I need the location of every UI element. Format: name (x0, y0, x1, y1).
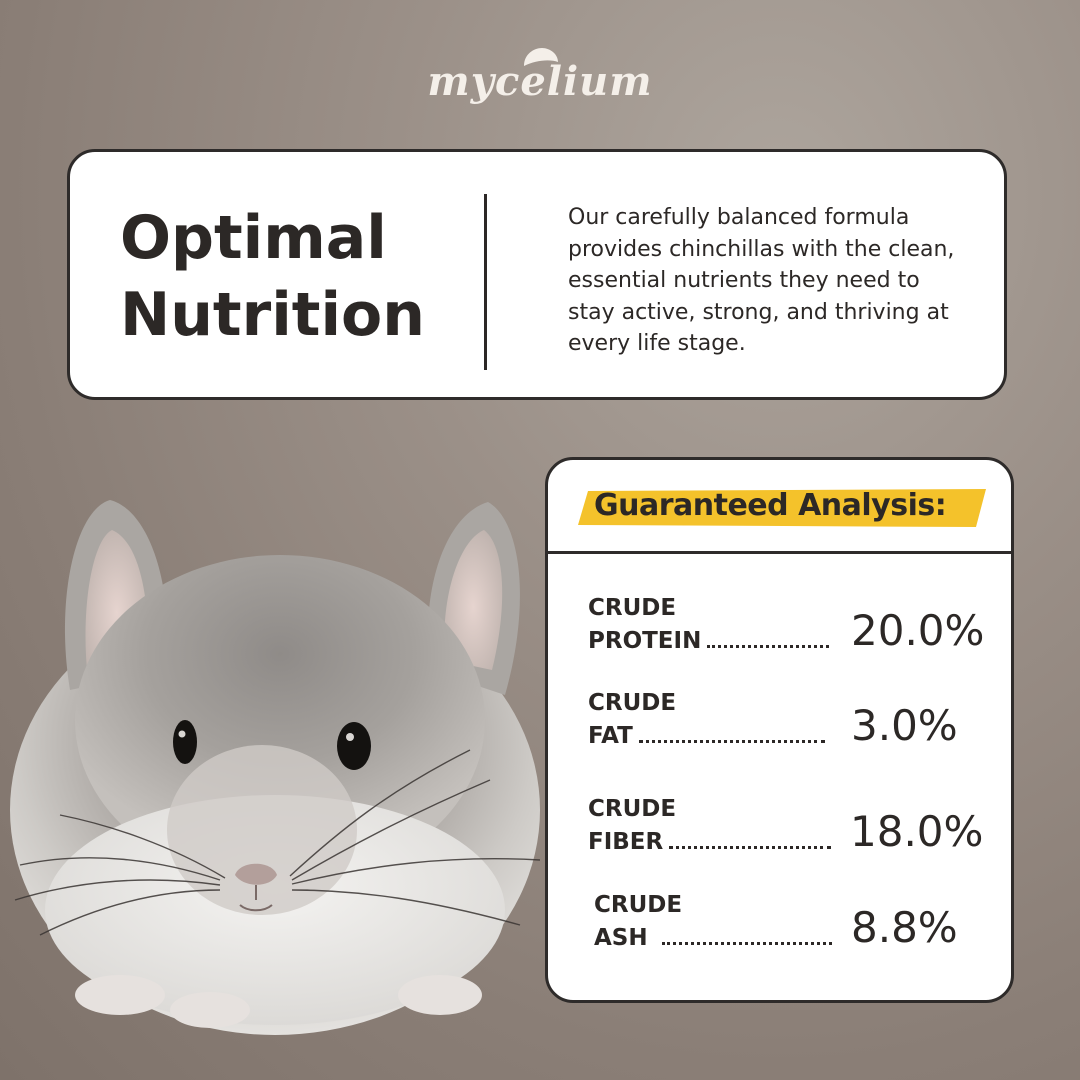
nutrient-value: 20.0% (851, 606, 985, 655)
analysis-divider (548, 551, 1011, 554)
nutrient-value: 18.0% (850, 807, 984, 856)
nutrient-label: CRUDE FIBER (588, 793, 832, 859)
leader-dots (669, 844, 832, 849)
nutrient-label: CRUDE PROTEIN (588, 592, 830, 658)
brand-name: mycelium (427, 58, 653, 105)
mushroom-cap-icon (524, 48, 558, 66)
nutrient-label: CRUDE ASH (594, 889, 832, 955)
title-highlight-brush (578, 489, 986, 527)
intro-title-line1: Optimal (120, 203, 387, 273)
intro-card: Optimal Nutrition Our carefully balanced… (67, 149, 1007, 400)
guaranteed-analysis-card: Guaranteed Analysis: CRUDE PROTEIN 20.0%… (545, 457, 1014, 1003)
nutrient-row: CRUDE FIBER 18.0% (548, 793, 1011, 873)
intro-title: Optimal Nutrition (120, 200, 460, 354)
nutrient-label-line1: CRUDE (588, 690, 677, 716)
nutrient-label-line2: PROTEIN (588, 628, 702, 654)
nutrient-value: 8.8% (851, 903, 958, 952)
nutrient-label-line2: FIBER (588, 829, 664, 855)
nutrient-label-line2: FAT (588, 723, 633, 749)
leader-dots (638, 738, 825, 743)
chinchilla-illustration (10, 500, 541, 1035)
nutrient-row: CRUDE PROTEIN 20.0% (548, 592, 1011, 672)
intro-description: Our carefully balanced formula provides … (568, 205, 955, 356)
nutrient-row: CRUDE ASH 8.8% (548, 889, 1011, 969)
intro-divider (484, 194, 487, 370)
leader-dots (707, 643, 830, 648)
nutrient-label-line1: CRUDE (588, 595, 677, 621)
nutrient-label-line1: CRUDE (588, 796, 677, 822)
leader-dots (661, 940, 832, 945)
brand-logo: mycelium (0, 46, 1080, 105)
nutrient-label-line1: CRUDE (594, 892, 683, 918)
intro-title-line2: Nutrition (120, 280, 425, 350)
nutrient-row: CRUDE FAT 3.0% (548, 687, 1011, 767)
nutrient-value: 3.0% (851, 701, 958, 750)
analysis-title: Guaranteed Analysis: (594, 488, 947, 523)
nutrient-label-line2: ASH (594, 925, 648, 951)
nutrient-label: CRUDE FAT (588, 687, 825, 753)
